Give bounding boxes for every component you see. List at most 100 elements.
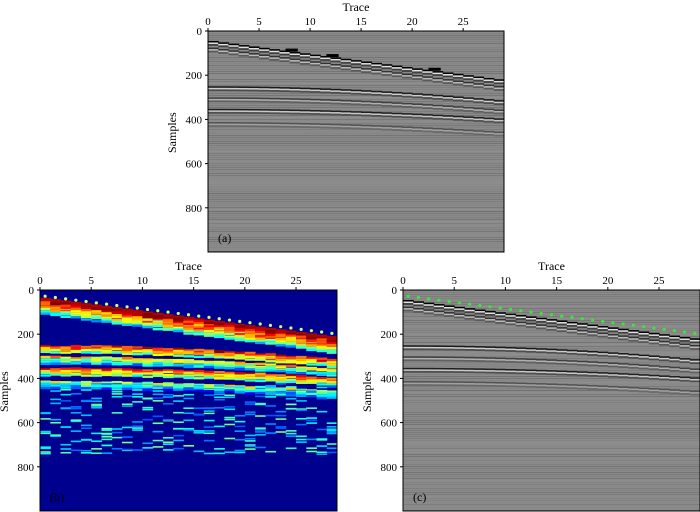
jet-strip — [306, 394, 318, 398]
wiggle-strip — [269, 124, 280, 126]
wiggle-strip — [464, 368, 476, 371]
seismic-traces — [40, 297, 337, 455]
jet-strip — [101, 312, 113, 315]
wiggle-strip — [350, 60, 362, 62]
jet-strip — [60, 347, 72, 350]
jet-strip — [265, 423, 277, 425]
wiggle-strip — [269, 122, 280, 125]
jet-strip — [40, 385, 51, 388]
wiggle-strip — [566, 370, 578, 373]
wiggle-strip — [659, 337, 670, 340]
pick-marker — [320, 330, 324, 334]
wiggle-strip — [259, 97, 270, 100]
texture-line — [403, 388, 700, 389]
wiggle-strip — [474, 360, 486, 362]
texture-line — [208, 245, 504, 246]
jet-strip — [296, 379, 307, 383]
wiggle-strip — [218, 42, 229, 45]
jet-strip — [244, 411, 256, 414]
wiggle-strip — [208, 47, 219, 50]
jet-strip — [255, 429, 266, 431]
jet-strip — [203, 389, 215, 393]
wiggle-strip — [412, 78, 423, 80]
wiggle-strip — [483, 110, 495, 112]
wiggle-strip — [556, 323, 568, 326]
wiggle-strip — [310, 64, 321, 67]
wiggle-strip — [473, 120, 485, 122]
jet-strip — [214, 362, 225, 366]
wiggle-strip — [413, 381, 424, 383]
wiggle-strip — [422, 115, 434, 118]
x-tick-label: 25 — [654, 275, 666, 287]
jet-strip — [234, 425, 246, 428]
jet-strip — [326, 368, 337, 371]
texture-line — [403, 376, 700, 377]
wiggle-strip — [432, 131, 444, 133]
wiggle-strip — [269, 58, 280, 61]
wiggle-strip — [618, 363, 629, 365]
wiggle-strip — [238, 54, 250, 57]
pick-marker — [53, 295, 57, 300]
jet-strip — [203, 365, 215, 369]
wiggle-strip — [618, 386, 629, 389]
wiggle-strip — [628, 363, 640, 366]
wiggle-strip — [495, 383, 506, 386]
wiggle-strip — [556, 327, 568, 329]
jet-strip — [275, 431, 287, 433]
jet-strip — [203, 362, 215, 365]
wiggle-strip — [659, 365, 670, 368]
wiggle-strip — [269, 57, 280, 60]
wiggle-strip — [556, 373, 568, 376]
jet-strip — [50, 390, 61, 392]
texture-line — [403, 368, 700, 369]
jet-strip — [40, 380, 51, 383]
wiggle-strip — [330, 101, 342, 103]
jet-strip — [162, 419, 174, 421]
jet-strip — [193, 369, 205, 373]
jet-strip — [265, 332, 277, 335]
wiggle-strip — [208, 50, 219, 53]
texture-line — [208, 163, 504, 164]
jet-strip — [214, 329, 225, 333]
wiggle-strip — [515, 323, 527, 325]
wiggle-strip — [371, 71, 383, 73]
jet-strip — [255, 334, 266, 338]
jet-strip — [60, 356, 72, 360]
texture-line — [403, 458, 700, 459]
wiggle-strip — [628, 366, 640, 369]
wiggle-strip — [299, 112, 311, 115]
jet-strip — [70, 419, 82, 421]
jet-strip — [162, 384, 174, 387]
wiggle-strip — [546, 319, 558, 321]
wiggle-strip — [454, 382, 465, 385]
jet-strip — [285, 341, 297, 345]
wiggle-strip — [320, 99, 331, 101]
wiggle-strip — [401, 126, 413, 129]
texture-line — [208, 165, 504, 166]
wiggle-strip — [218, 111, 229, 114]
jet-strip — [306, 381, 318, 384]
x-tick-label: 25 — [291, 275, 303, 287]
wiggle-strip — [320, 59, 331, 61]
wiggle-strip — [669, 345, 681, 348]
texture-line — [403, 504, 700, 505]
wiggle-strip — [454, 356, 465, 359]
seismic-traces — [208, 31, 504, 252]
jet-strip — [121, 381, 133, 385]
jet-strip — [265, 377, 277, 380]
wiggle-strip — [401, 129, 413, 132]
pick-marker — [289, 326, 293, 330]
jet-strip — [70, 358, 82, 362]
jet-strip — [193, 407, 205, 410]
wiggle-strip — [648, 377, 660, 380]
wiggle-strip — [463, 81, 474, 84]
wiggle-strip — [525, 324, 537, 327]
wiggle-strip — [473, 86, 485, 89]
jet-strip — [70, 316, 82, 319]
wiggle-strip — [577, 360, 588, 363]
wiggle-strip — [259, 86, 270, 89]
jet-strip — [255, 434, 266, 436]
wiggle-strip — [340, 89, 352, 92]
wiggle-strip — [505, 359, 517, 362]
